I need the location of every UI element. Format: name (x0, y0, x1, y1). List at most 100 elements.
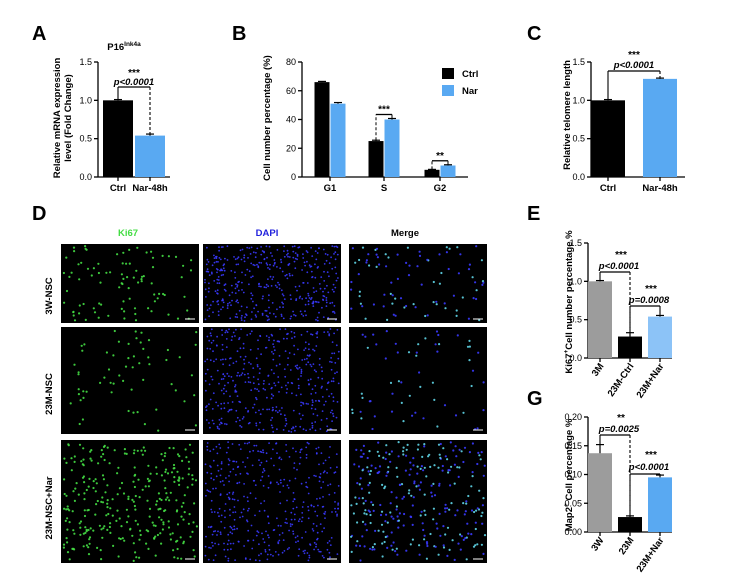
cell-dot (407, 274, 411, 277)
chart-b-ytick-label: 20 (286, 143, 296, 153)
cell-dot (231, 493, 234, 495)
cell-dot (402, 524, 405, 527)
cell-dot (204, 281, 206, 284)
cell-dot (172, 463, 176, 467)
cell-dot (417, 484, 420, 487)
cell-dot (418, 553, 421, 556)
cell-dot (329, 411, 332, 414)
cell-dot (260, 246, 262, 248)
cell-dot (256, 263, 258, 266)
cell-dot (176, 317, 180, 320)
cell-dot (78, 422, 81, 426)
cell-dot (293, 467, 295, 469)
cell-dot (160, 498, 163, 502)
cell-dot (355, 544, 358, 547)
cell-dot (261, 471, 264, 474)
cell-dot (228, 409, 231, 412)
cell-dot (368, 400, 371, 403)
cell-dot (212, 448, 215, 451)
cell-dot (296, 468, 298, 471)
cell-dot (142, 446, 145, 449)
cell-dot (423, 493, 426, 496)
cell-dot (435, 330, 439, 333)
cell-dot (332, 400, 335, 402)
cell-dot (136, 246, 139, 249)
cell-dot (414, 411, 417, 414)
cell-dot (293, 332, 296, 334)
cell-dot (306, 357, 308, 360)
cell-dot (305, 297, 307, 300)
cell-dot (135, 556, 138, 559)
cell-dot (267, 375, 270, 377)
cell-dot (176, 547, 179, 551)
cell-dot (226, 245, 229, 248)
cell-dot (140, 280, 143, 283)
cell-dot (291, 274, 294, 277)
cell-dot (269, 275, 272, 278)
chart-g-pvalue: p=0.0025 (598, 424, 640, 435)
cell-dot (316, 531, 319, 534)
cell-dot (227, 381, 230, 384)
cell-dot (263, 500, 266, 502)
cell-dot (421, 455, 424, 458)
cell-dot (265, 283, 268, 286)
cell-dot (109, 271, 112, 274)
cell-dot (278, 456, 281, 459)
cell-dot (378, 454, 381, 457)
cell-dot (127, 409, 130, 413)
cell-dot (162, 292, 165, 296)
chart-e-xtick-label: 3M (590, 361, 607, 378)
cell-dot (276, 428, 278, 431)
cell-dot (210, 375, 213, 378)
cell-dot (323, 556, 325, 559)
cell-dot (311, 388, 314, 391)
cell-dot (288, 456, 291, 458)
cell-dot (322, 471, 325, 474)
cell-dot (448, 508, 451, 511)
cell-dot (280, 525, 282, 527)
cell-dot (326, 388, 328, 391)
chart-c-bar (591, 100, 625, 177)
cell-dot (438, 253, 441, 256)
cell-dot (319, 550, 322, 553)
cell-dot (243, 256, 246, 259)
chart-b-xtick-label: G1 (324, 183, 337, 194)
cell-dot (283, 245, 286, 248)
cell-dot (324, 400, 327, 403)
cell-dot (418, 371, 421, 374)
cell-dot (400, 483, 404, 486)
cell-dot (373, 548, 376, 551)
cell-dot (258, 409, 260, 412)
cell-dot (207, 558, 210, 561)
cell-dot (389, 511, 392, 514)
cell-dot (482, 497, 485, 500)
cell-dot (423, 534, 426, 537)
cell-dot (403, 306, 406, 309)
cell-dot (301, 414, 304, 417)
cell-dot (389, 502, 392, 505)
cell-dot (260, 552, 262, 555)
cell-dot (329, 544, 332, 546)
cell-dot (122, 492, 126, 495)
cell-dot (249, 332, 252, 335)
cell-dot (71, 510, 74, 513)
cell-dot (323, 470, 326, 473)
cell-dot (381, 542, 384, 545)
cell-dot (478, 489, 481, 492)
cell-dot (318, 463, 320, 466)
cell-dot (73, 499, 76, 502)
cell-dot (282, 337, 285, 340)
cell-dot (397, 519, 400, 522)
cell-dot (386, 521, 389, 524)
cell-dot (209, 450, 212, 452)
cell-dot (361, 520, 365, 524)
cell-dot (354, 496, 357, 499)
cell-dot (224, 423, 226, 425)
cell-dot (220, 359, 222, 361)
cell-dot (300, 368, 303, 371)
cell-dot (324, 459, 327, 462)
cell-dot (265, 262, 268, 265)
cell-dot (219, 269, 222, 272)
cell-dot (293, 260, 296, 263)
cell-dot (358, 258, 361, 262)
